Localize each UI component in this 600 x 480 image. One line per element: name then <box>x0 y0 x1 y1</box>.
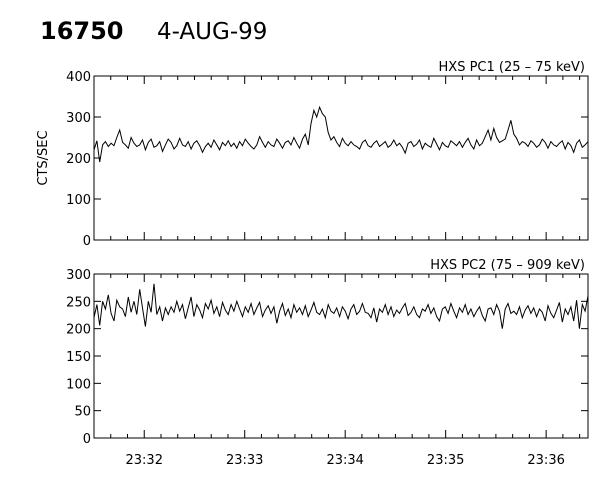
panel-pc1-trace <box>93 105 589 163</box>
x-tick-label: 23:35 <box>427 453 464 468</box>
panel-pc2-frame <box>93 273 589 439</box>
panel-pc1-ylabel: CTS/SEC <box>36 130 51 185</box>
panel-pc2-yticks: 0 50 100 150 200 250 300 <box>66 268 588 447</box>
panel-pc2-title: HXS PC2 (75 – 909 keV) <box>430 258 585 273</box>
x-tick-label: 23:36 <box>527 453 564 468</box>
y-tick-label: 50 <box>74 405 91 420</box>
y-tick-label: 100 <box>66 193 91 208</box>
x-tick-label: 23:32 <box>126 453 163 468</box>
panel-pc1-yticks: 0 100 200 300 400 <box>66 70 588 249</box>
x-tick-label: 23:33 <box>226 453 263 468</box>
y-tick-label: 250 <box>66 295 91 310</box>
panel-pc1-frame <box>93 75 589 241</box>
y-tick-label: 100 <box>66 377 91 392</box>
y-tick-label: 400 <box>66 70 91 85</box>
y-tick-label: 200 <box>66 152 91 167</box>
panel-pc2-trace <box>93 283 589 329</box>
y-tick-label: 0 <box>83 234 91 249</box>
y-tick-label: 200 <box>66 323 91 338</box>
panel-pc1: HXS PC1 (25 – 75 keV) CTS/SEC 0 100 200 300… <box>36 60 589 249</box>
date-label: 4-AUG-99 <box>157 19 267 45</box>
y-tick-label: 150 <box>66 350 91 365</box>
panel-pc2: HXS PC2 (75 – 909 keV) 0 50 100 150 200 250 30… <box>66 258 589 468</box>
y-tick-label: 0 <box>83 432 91 447</box>
burst-number: 16750 <box>40 17 124 45</box>
x-tick-label: 23:34 <box>326 453 363 468</box>
x-tick-labels: 23:32 23:33 23:34 23:35 23:36 <box>126 453 565 468</box>
y-tick-label: 300 <box>66 111 91 126</box>
y-tick-label: 300 <box>66 268 91 283</box>
panel-pc2-xticks <box>93 274 581 438</box>
panel-pc1-xticks <box>93 76 581 240</box>
panel-pc1-title: HXS PC1 (25 – 75 keV) <box>439 60 585 75</box>
